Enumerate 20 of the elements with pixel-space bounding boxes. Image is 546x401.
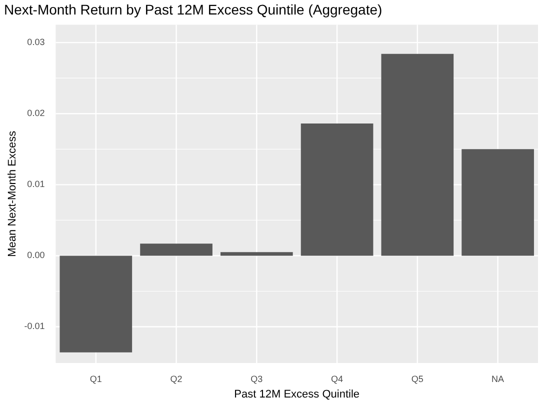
chart-title: Next-Month Return by Past 12M Excess Quintile (Aggregate): [4, 1, 382, 18]
x-axis-title: Past 12M Excess Quintile: [234, 388, 360, 400]
y-tick-label: 0.01: [27, 179, 45, 190]
bar: [462, 149, 534, 256]
bar: [60, 256, 132, 352]
y-tick-label: 0.03: [27, 37, 45, 48]
y-tick-label: 0.02: [27, 108, 45, 118]
x-tick-label: Q1: [90, 374, 102, 384]
bar: [140, 244, 212, 256]
x-tick-label: Q3: [250, 374, 263, 384]
x-tick-label: Q5: [411, 374, 424, 384]
bar: [381, 54, 454, 256]
bar: [300, 124, 374, 256]
bar: [220, 252, 293, 256]
x-tick-label: Q4: [331, 374, 344, 384]
y-axis-title: Mean Next-Month Excess: [6, 130, 19, 257]
y-tick-label: -0.01: [24, 321, 45, 332]
x-tick-label: Q2: [170, 374, 182, 384]
x-tick-label: NA: [492, 374, 504, 384]
y-tick-label: 0.00: [27, 250, 45, 260]
